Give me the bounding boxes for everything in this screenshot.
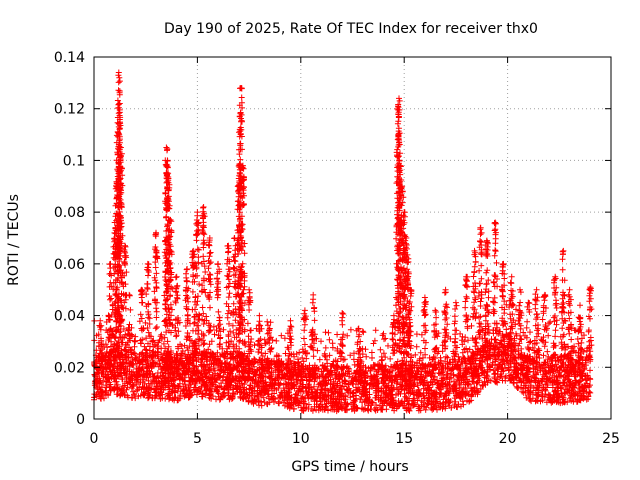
y-tick-label: 0 bbox=[76, 412, 85, 428]
data-points bbox=[91, 69, 595, 415]
y-tick-label: 0.12 bbox=[54, 102, 85, 118]
y-tick-label: 0.1 bbox=[63, 153, 85, 169]
x-tick-label: 10 bbox=[292, 431, 310, 447]
x-tick-label: 20 bbox=[499, 431, 517, 447]
chart-title: Day 190 of 2025, Rate Of TEC Index for r… bbox=[164, 21, 538, 37]
x-axis-label: GPS time / hours bbox=[291, 459, 408, 475]
y-tick-label: 0.02 bbox=[54, 360, 85, 376]
x-tick-label: 0 bbox=[90, 431, 99, 447]
x-tick-label: 5 bbox=[193, 431, 202, 447]
roti-point-markers bbox=[91, 69, 595, 415]
axes: 0 5 10 15 20 25 0 0.02 0.04 0.06 0.08 0.1 0.12 0.14 bbox=[54, 50, 620, 447]
y-tick-label: 0.08 bbox=[54, 205, 85, 221]
x-tick-label: 15 bbox=[395, 431, 413, 447]
y-tick-label: 0.14 bbox=[54, 50, 85, 66]
y-axis-label: ROTI / TECUs bbox=[6, 194, 22, 286]
x-tick-label: 25 bbox=[602, 431, 620, 447]
y-tick-label: 0.04 bbox=[54, 309, 85, 325]
y-tick-label: 0.06 bbox=[54, 257, 85, 273]
plot-frame bbox=[93, 56, 612, 420]
